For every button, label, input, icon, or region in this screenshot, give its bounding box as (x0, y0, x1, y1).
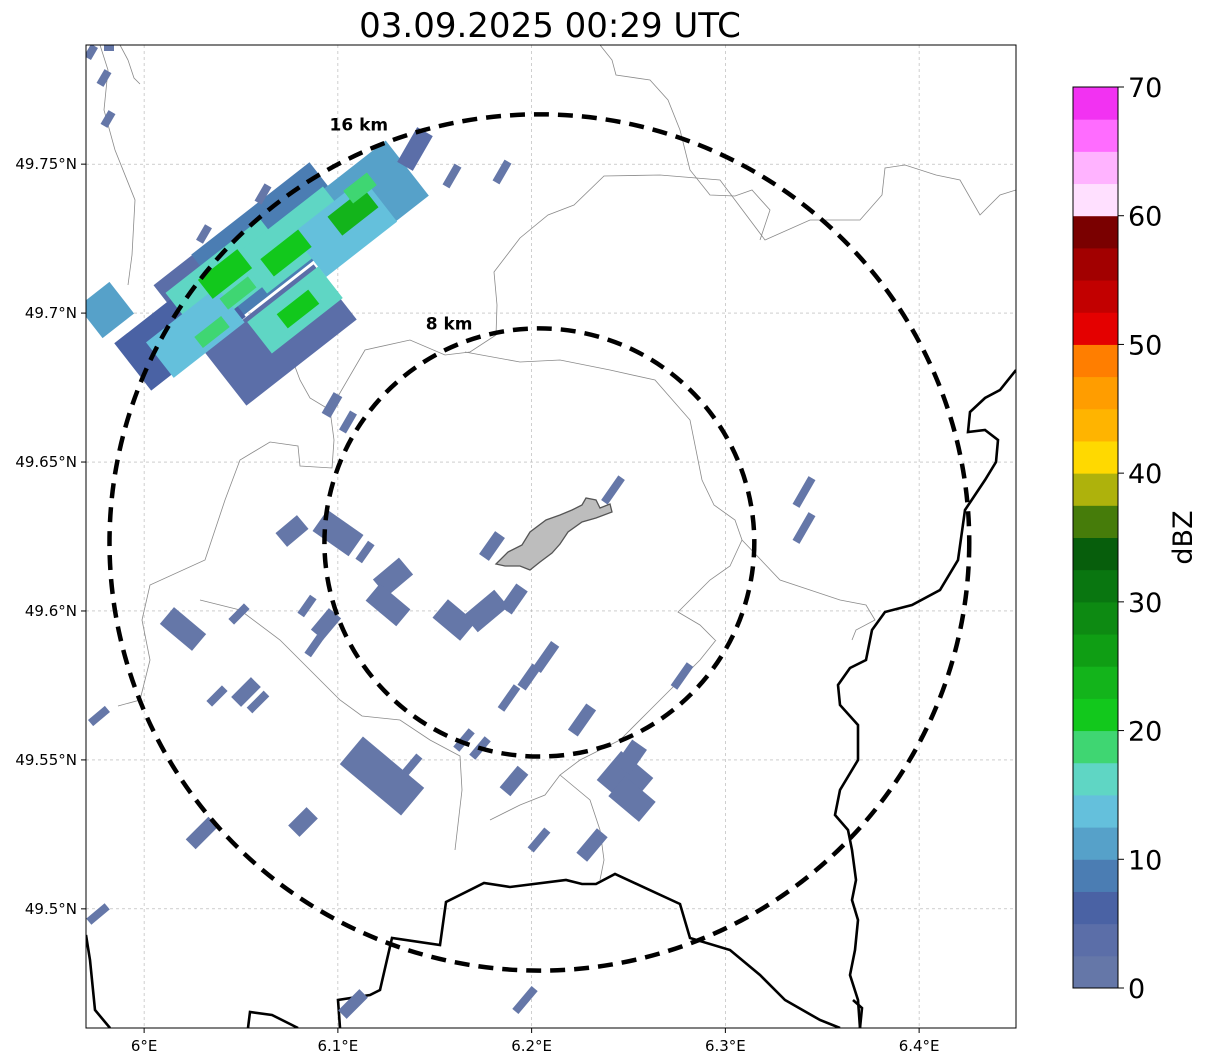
colorbar-segment (1073, 537, 1118, 571)
canton-border (464, 351, 743, 641)
gridlines (86, 45, 1016, 1028)
colorbar-segment (1073, 87, 1118, 120)
colorbar-segment (1073, 923, 1118, 957)
colorbar-segment (1073, 601, 1118, 635)
colorbar-segment (1073, 762, 1118, 796)
colorbar-segment (1073, 569, 1118, 603)
lon-tick-label: 6°E (131, 1037, 158, 1055)
colorbar-segment (1073, 698, 1118, 732)
national-border (246, 1010, 299, 1028)
canton-border (329, 164, 1016, 411)
colorbar-segment (1073, 119, 1118, 152)
canton-border (117, 339, 335, 707)
colorbar-segment (1073, 634, 1118, 667)
longitude-axis: 6°E 6.1°E 6.2°E 6.3°E 6.4°E (131, 1028, 940, 1055)
colorbar-tick-label: 10 (1128, 845, 1162, 876)
colorbar-tick-label: 40 (1128, 459, 1162, 490)
colorbar-segment (1073, 280, 1118, 313)
colorbar-segment (1073, 859, 1118, 892)
figure-title: 03.09.2025 00:29 UTC (359, 6, 741, 46)
range-ring (107, 112, 972, 973)
colorbar-tick-label: 70 (1128, 73, 1162, 104)
colorbar: 0 10 20 30 40 50 60 70 dBZ (1072, 73, 1199, 1005)
canton-border (119, 45, 141, 85)
canton-border (99, 45, 136, 286)
colorbar-segment (1073, 730, 1118, 764)
terrain-polygon (494, 497, 613, 571)
colorbar-segment (1073, 344, 1118, 378)
colorbar-label: dBZ (1168, 510, 1199, 564)
lat-tick-label: 49.75°N (15, 155, 77, 173)
latitude-axis: 49.5°N 49.55°N 49.6°N 49.65°N 49.7°N 49.75°N (15, 155, 86, 918)
range-ring (322, 326, 757, 759)
colorbar-segment (1073, 440, 1118, 474)
colorbar-segment (1073, 505, 1118, 538)
lon-tick-label: 6.2°E (511, 1037, 552, 1055)
national-border (86, 934, 111, 1028)
colorbar-segment (1073, 408, 1118, 442)
colorbar-segment (1073, 215, 1118, 249)
colorbar-segment (1073, 312, 1118, 345)
colorbar-tick-label: 30 (1128, 588, 1162, 619)
canton-border (599, 45, 771, 241)
lat-tick-label: 49.7°N (25, 304, 77, 322)
range-ring-label: 8 km (426, 314, 473, 334)
colorbar-segment (1073, 151, 1118, 185)
lon-tick-label: 6.1°E (317, 1037, 358, 1055)
map-panel: 8 km 16 km (85, 44, 1017, 1029)
colorbar-segment (1073, 794, 1118, 828)
lat-tick-label: 49.65°N (15, 453, 77, 471)
range-ring-label: 16 km (330, 115, 389, 135)
colorbar-tick-label: 20 (1128, 717, 1162, 748)
colorbar-segment (1073, 473, 1118, 506)
colorbar-segment (1073, 247, 1118, 281)
colorbar-segment (1073, 183, 1118, 217)
colorbar-tick-label: 60 (1128, 202, 1162, 233)
canton-border (199, 599, 463, 851)
colorbar-tick-label: 50 (1128, 330, 1162, 361)
colorbar-segment (1073, 376, 1118, 410)
colorbar-segment (1073, 827, 1118, 860)
lon-tick-label: 6.3°E (705, 1037, 746, 1055)
national-border (336, 872, 841, 1028)
lon-tick-label: 6.4°E (899, 1037, 940, 1055)
lat-tick-label: 49.6°N (25, 602, 77, 620)
canton-border (741, 539, 876, 641)
national-border (852, 999, 864, 1028)
national-border (833, 369, 1016, 1028)
range-rings: 8 km 16 km (107, 112, 972, 973)
map-frame (85, 44, 1017, 1029)
canton-border (559, 774, 605, 881)
radar-echoes (86, 45, 816, 1019)
colorbar-segment (1073, 666, 1118, 699)
lat-tick-label: 49.5°N (25, 900, 77, 918)
lat-tick-label: 49.55°N (15, 751, 77, 769)
colorbar-tick-label: 0 (1128, 974, 1145, 1005)
colorbar-segment (1073, 955, 1118, 989)
colorbar-segment (1073, 891, 1118, 925)
colorbar-frame (1072, 86, 1119, 989)
